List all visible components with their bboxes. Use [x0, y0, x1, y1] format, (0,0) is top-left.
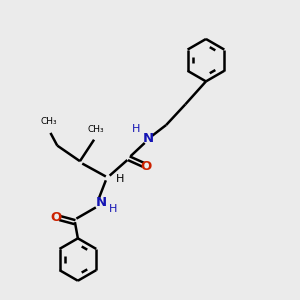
Text: H: H [116, 174, 124, 184]
Text: N: N [143, 132, 154, 145]
Text: O: O [51, 211, 62, 224]
Text: H: H [109, 205, 118, 214]
Text: H: H [132, 124, 140, 134]
Text: O: O [141, 160, 152, 173]
Text: CH₃: CH₃ [41, 117, 57, 126]
Text: CH₃: CH₃ [87, 125, 104, 134]
Text: N: N [95, 196, 106, 209]
